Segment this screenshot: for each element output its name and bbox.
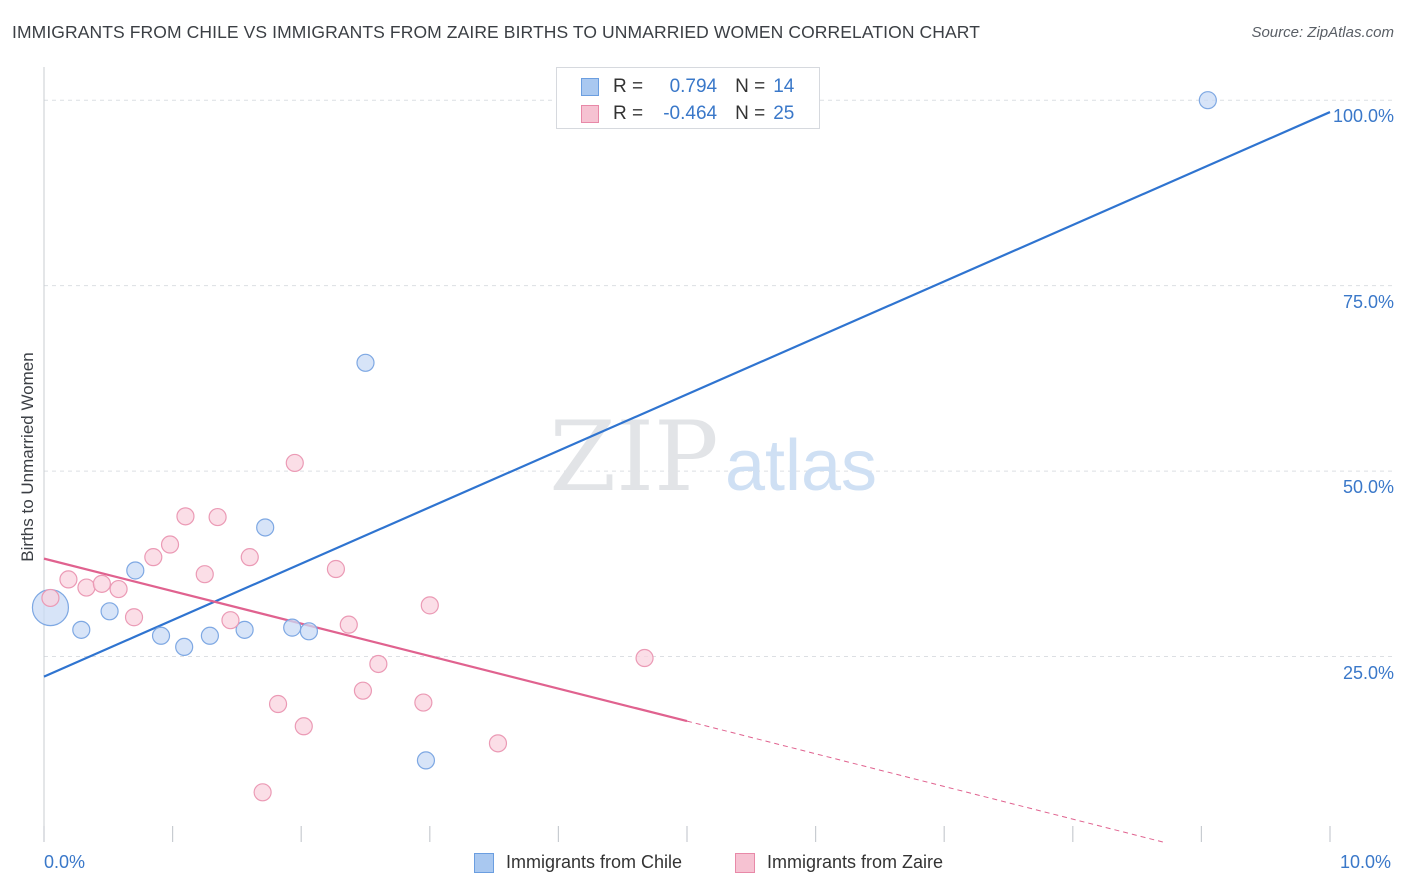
point-zaire — [195, 565, 214, 584]
point-chile — [256, 518, 275, 537]
point-chile — [100, 602, 119, 621]
chart-title: IMMIGRANTS FROM CHILE VS IMMIGRANTS FROM… — [12, 22, 980, 42]
point-zaire — [92, 574, 111, 593]
watermark-zip: ZIP — [549, 401, 718, 513]
point-zaire — [420, 596, 439, 615]
legend-swatch-zaire — [581, 105, 599, 123]
y-tick-label: 75.0% — [1342, 291, 1394, 312]
source-label: Source: ZipAtlas.com — [1251, 24, 1394, 41]
grid-lines — [44, 99, 1392, 658]
legend-swatch-chile — [581, 78, 599, 96]
y-tick-label: 50.0% — [1342, 477, 1394, 498]
legend-r-label: R = — [613, 103, 644, 124]
point-chile — [283, 618, 302, 637]
series-label-chile: Immigrants from Chile — [506, 852, 683, 872]
watermark-atlas: atlas — [725, 426, 877, 506]
legend-n-value-zaire: 25 — [773, 103, 795, 124]
legend-n-label: N = — [735, 76, 766, 97]
point-zaire — [221, 611, 240, 630]
y-tick-label: 25.0% — [1342, 662, 1394, 683]
legend-row-zaire: R = -0.464 N = 25 — [581, 101, 794, 127]
point-chile — [356, 353, 375, 372]
series-swatch-chile — [474, 852, 494, 873]
point-chile — [299, 622, 319, 641]
x-tick-label-min: 0.0% — [44, 852, 86, 872]
series-swatch-zaire — [735, 852, 755, 873]
point-zaire — [369, 654, 388, 674]
data-points — [31, 91, 1217, 802]
point-zaire — [253, 783, 272, 802]
x-tick-label-max: 10.0% — [1340, 852, 1392, 872]
legend-r-label: R = — [613, 76, 644, 97]
legend-n-value-chile: 14 — [773, 76, 795, 97]
point-zaire — [635, 648, 654, 668]
point-chile — [1198, 91, 1217, 110]
point-chile — [151, 626, 171, 645]
point-zaire — [240, 548, 259, 567]
point-zaire — [414, 693, 433, 712]
series-legend-chile[interactable]: Immigrants from Chile — [474, 852, 682, 873]
point-zaire — [109, 579, 128, 599]
point-zaire — [339, 615, 358, 634]
legend-n-label: N = — [735, 103, 766, 124]
legend-r-value-zaire: -0.464 — [663, 103, 718, 124]
point-zaire — [268, 694, 288, 714]
point-chile — [416, 751, 436, 770]
point-zaire — [59, 570, 78, 589]
point-chile — [126, 561, 145, 580]
point-zaire — [488, 734, 508, 753]
point-chile — [72, 620, 91, 639]
point-zaire — [124, 608, 144, 627]
point-zaire — [77, 578, 96, 597]
point-chile — [175, 637, 194, 657]
axes — [43, 67, 1331, 842]
correlation-legend: R = 0.794 N = 14 R = -0.464 N = 25 — [556, 67, 820, 129]
point-zaire — [176, 507, 195, 526]
point-zaire — [285, 453, 304, 473]
point-zaire — [208, 507, 227, 527]
point-zaire — [160, 535, 180, 554]
point-zaire — [353, 681, 373, 700]
trend-lines — [43, 111, 1331, 843]
point-zaire — [144, 548, 163, 567]
y-tick-label: 100.0% — [1332, 106, 1394, 127]
series-legend-zaire[interactable]: Immigrants from Zaire — [735, 852, 943, 873]
trend-line-zaire — [43, 557, 688, 723]
point-zaire — [326, 559, 346, 579]
point-zaire — [41, 588, 60, 608]
watermark: ZIP atlas — [549, 401, 877, 513]
series-label-zaire: Immigrants from Zaire — [767, 852, 944, 872]
legend-row-chile: R = 0.794 N = 14 — [581, 74, 794, 100]
point-chile — [235, 620, 254, 639]
point-chile — [200, 626, 219, 645]
trend-line-zaire-extension — [686, 720, 1163, 843]
point-zaire — [294, 717, 313, 736]
trend-line-chile — [43, 111, 1331, 678]
legend-r-value-chile: 0.794 — [669, 76, 718, 97]
